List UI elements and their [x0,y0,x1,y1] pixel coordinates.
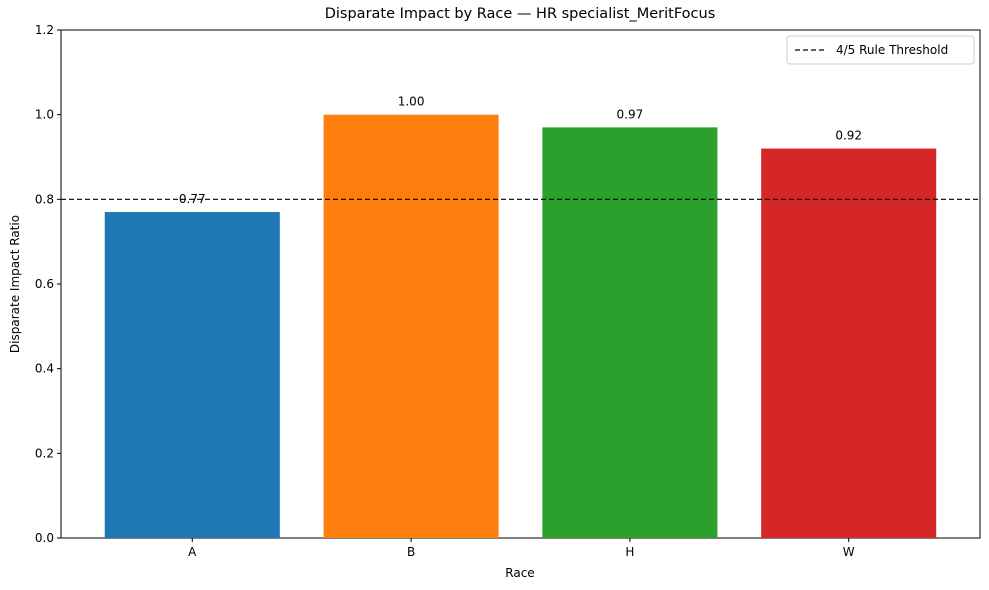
data-label-w: 0.92 [835,129,862,143]
x-axis-label: Race [505,566,534,580]
data-labels-group: 0.771.000.970.92 [179,95,862,206]
y-tick-label: 0.0 [35,531,54,545]
y-tick-label: 0.2 [35,446,54,460]
x-tick-label-h: H [625,545,634,559]
bar-h [542,127,718,538]
bar-a [104,212,280,539]
legend: 4/5 Rule Threshold [786,35,975,65]
x-tick-label-a: A [188,545,197,559]
y-tick-label: 1.2 [35,23,54,37]
x-tick-label-b: B [407,545,415,559]
data-label-b: 1.00 [398,95,425,109]
y-tick-label: 1.0 [35,108,54,122]
bars-group [104,114,937,539]
data-label-h: 0.97 [617,107,644,121]
bar-w [761,148,937,539]
y-axis: 0.0 0.2 0.4 0.6 0.8 1.0 1.2 [35,23,61,545]
y-tick-label: 0.8 [35,192,54,206]
y-axis-label: Disparate Impact Ratio [8,215,22,353]
legend-threshold-label: 4/5 Rule Threshold [836,43,948,57]
y-tick-label: 0.4 [35,362,54,376]
x-tick-label-w: W [843,545,855,559]
legend-box [786,35,975,65]
bar-b [323,114,499,539]
y-tick-label: 0.6 [35,277,54,291]
chart-title: Disparate Impact by Race — HR specialist… [325,6,716,22]
